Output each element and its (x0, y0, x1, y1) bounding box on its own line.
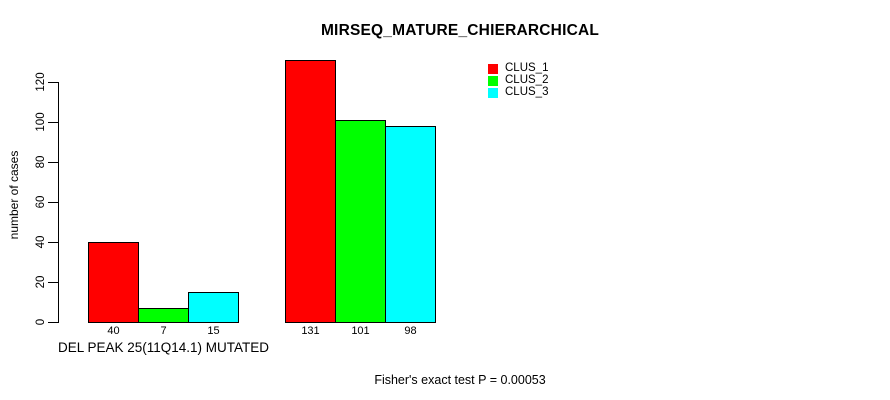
y-tick-label: 40 (35, 235, 47, 249)
bar-value-label: 131 (301, 325, 320, 337)
legend-swatch-clus_1 (488, 63, 498, 74)
y-axis-line (58, 82, 59, 323)
bar-clus_1-group2 (285, 60, 336, 323)
bar-value-label: 40 (107, 325, 120, 337)
y-tick (48, 82, 58, 83)
legend-item-clus_3: CLUS_3 (488, 87, 548, 98)
bar-value-label: 101 (351, 325, 370, 337)
bar-clus_3-group2 (385, 126, 436, 323)
legend-label: CLUS_3 (505, 86, 549, 99)
y-tick (48, 122, 58, 123)
chart-title: MIRSEQ_MATURE_CHIERARCHICAL (320, 22, 600, 39)
legend-item-clus_1: CLUS_1 (488, 62, 549, 74)
y-tick (48, 202, 58, 203)
y-tick (48, 242, 58, 243)
y-tick (48, 162, 58, 163)
y-axis-label: number of cases (7, 150, 21, 240)
annotation-pvalue: Fisher's exact test P = 0.00053 (374, 373, 546, 387)
y-tick-label: 60 (35, 195, 47, 209)
legend-label: CLUS_1 (505, 62, 549, 74)
bar-clus_2-group1 (138, 308, 189, 323)
bar-value-label: 98 (404, 325, 417, 337)
bar-clus_3-group1 (188, 292, 239, 323)
y-tick (48, 322, 58, 323)
x-category-label: DEL PEAK 25(11Q14.1) MUTATED (57, 340, 270, 355)
y-tick-label: 100 (35, 112, 47, 132)
y-tick-label: 120 (35, 72, 47, 92)
y-tick-label: 20 (35, 275, 47, 289)
y-tick (48, 282, 58, 283)
y-tick-label: 0 (35, 318, 47, 326)
legend-swatch-clus_3 (488, 87, 498, 98)
bar-clus_1-group1 (88, 242, 139, 323)
legend-swatch-clus_2 (488, 75, 498, 86)
legend-label: CLUS_2 (505, 74, 549, 87)
bar-value-label: 15 (207, 325, 220, 337)
bar-clus_2-group2 (335, 120, 386, 323)
y-tick-label: 80 (35, 155, 47, 169)
legend-item-clus_2: CLUS_2 (488, 74, 549, 87)
bar-value-label: 7 (160, 325, 167, 337)
